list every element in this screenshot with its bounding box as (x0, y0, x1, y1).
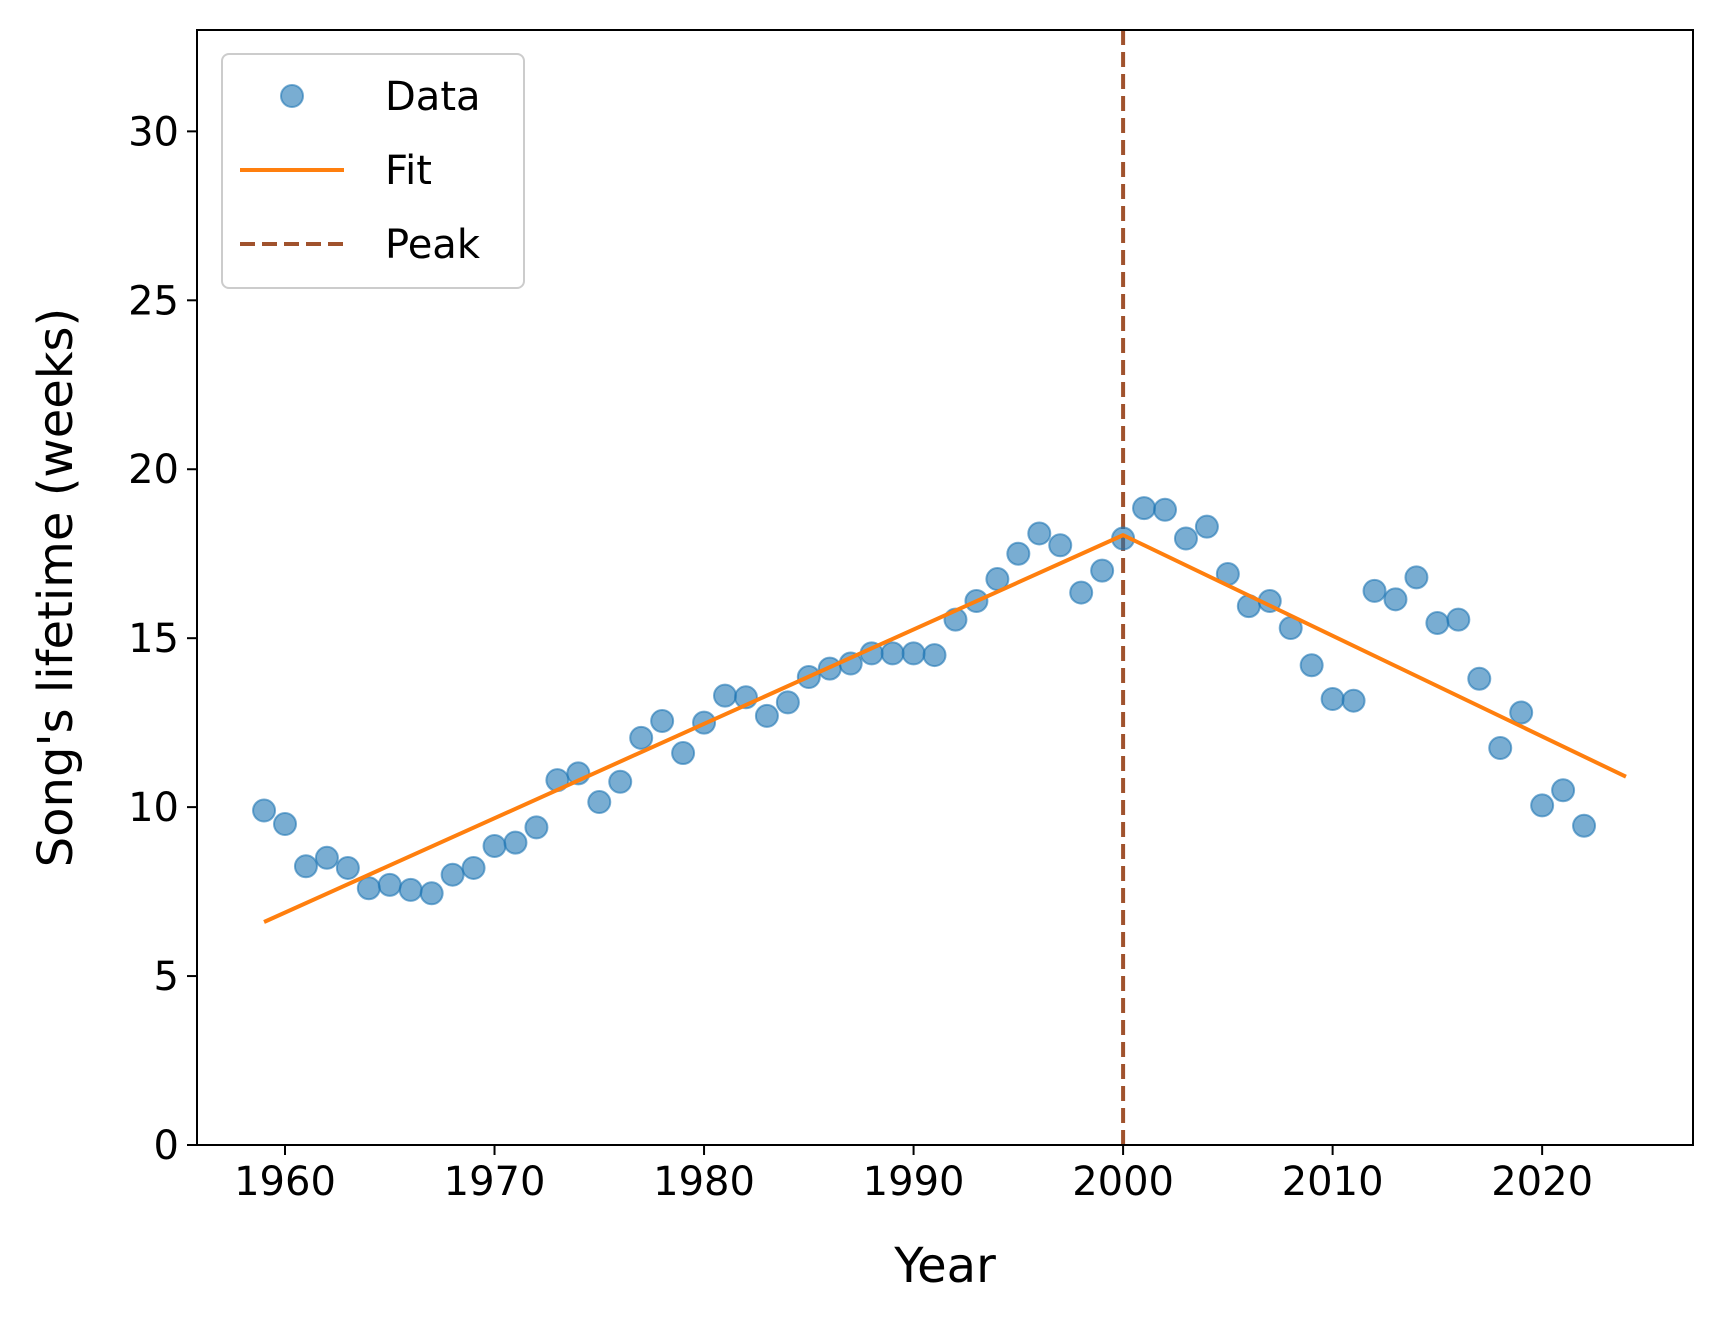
data-point (1132, 496, 1157, 521)
y-tick-label: 10 (128, 785, 179, 831)
data-point (1341, 688, 1366, 713)
data-point (1530, 793, 1555, 818)
y-axis: 0 5 10 15 20 25 30 (128, 109, 197, 1169)
y-tick-label: 15 (128, 616, 179, 662)
plot-area (252, 30, 1627, 1145)
data-point (461, 855, 486, 880)
x-axis-label: Year (893, 1238, 996, 1294)
y-axis-label: Song's lifetime (weeks) (28, 308, 84, 868)
data-point (1027, 521, 1052, 546)
data-point (629, 725, 654, 750)
data-point (314, 845, 339, 870)
data-point (713, 683, 737, 708)
data-point (524, 815, 549, 840)
data-point (754, 703, 779, 728)
x-tick-label: 1980 (653, 1159, 755, 1205)
data-point (419, 881, 444, 906)
plot-frame (196, 29, 1694, 1146)
data-point (1153, 497, 1177, 522)
data-point (901, 641, 926, 666)
data-point (1069, 580, 1094, 605)
data-point (1383, 587, 1408, 612)
y-tick-label: 5 (154, 954, 179, 1000)
data-point (775, 690, 800, 715)
data-point (1404, 565, 1429, 590)
data-point (335, 855, 360, 880)
x-axis: 1960 1970 1980 1990 2000 2010 2020 (234, 1145, 1593, 1205)
legend-label-peak: Peak (385, 222, 481, 268)
data-point (1299, 653, 1324, 678)
data-point (1090, 558, 1115, 583)
data-point (482, 833, 507, 858)
data-point (440, 862, 465, 887)
y-tick-label: 30 (128, 109, 179, 155)
data-point (880, 641, 905, 666)
data-point (587, 790, 612, 815)
x-tick-label: 2020 (1491, 1159, 1593, 1205)
data-point (1194, 514, 1219, 539)
x-tick-label: 1990 (863, 1159, 965, 1205)
legend-label-fit: Fit (385, 148, 432, 194)
x-tick-label: 1960 (234, 1159, 336, 1205)
y-tick-label: 25 (128, 278, 179, 324)
data-point (1467, 666, 1492, 691)
data-point (398, 877, 423, 902)
data-point (1488, 735, 1513, 760)
data-point (252, 798, 277, 823)
data-point (356, 876, 381, 901)
data-point (293, 854, 318, 879)
x-tick-label: 2010 (1282, 1159, 1384, 1205)
legend-data-marker (280, 84, 304, 108)
data-point (1006, 541, 1031, 566)
data-point (503, 830, 528, 855)
y-tick-label: 20 (128, 447, 179, 493)
x-tick-label: 1970 (444, 1159, 546, 1205)
data-point (1320, 687, 1345, 711)
y-tick-label: 0 (154, 1123, 179, 1169)
legend-label-data: Data (385, 74, 481, 120)
data-point (1048, 533, 1073, 558)
legend-box (221, 53, 525, 289)
data-point (1425, 610, 1450, 635)
data-point (922, 643, 947, 668)
data-point (1509, 700, 1534, 725)
data-point (608, 769, 633, 794)
data-point (1572, 813, 1597, 838)
data-point (377, 872, 402, 897)
legend: Data Fit Peak (221, 53, 525, 289)
data-point (671, 741, 696, 766)
data-point (1173, 526, 1198, 551)
data-point (1362, 578, 1387, 603)
data-point (650, 708, 675, 733)
fit-line (263, 533, 1627, 924)
data-point (1551, 778, 1576, 803)
data-point (273, 812, 297, 837)
x-tick-label: 2000 (1072, 1159, 1174, 1205)
data-point (1446, 607, 1471, 632)
